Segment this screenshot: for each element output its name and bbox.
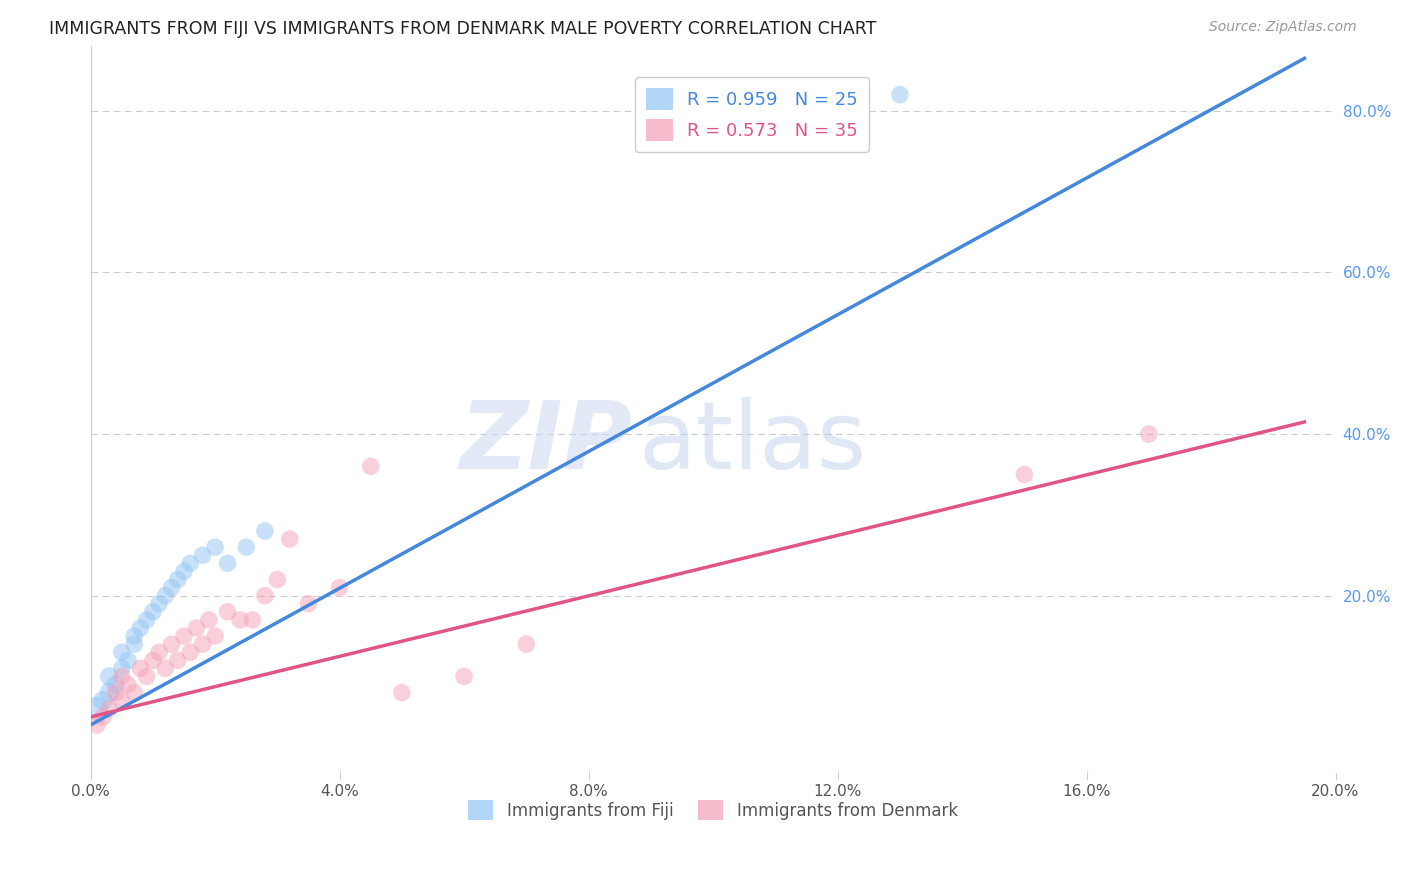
Point bbox=[204, 629, 226, 643]
Point bbox=[889, 87, 911, 102]
Point bbox=[253, 524, 276, 538]
Text: ZIP: ZIP bbox=[460, 397, 633, 489]
Point bbox=[217, 557, 239, 571]
Point bbox=[160, 637, 183, 651]
Point bbox=[148, 645, 170, 659]
Point bbox=[253, 589, 276, 603]
Point bbox=[117, 677, 139, 691]
Point bbox=[242, 613, 264, 627]
Point bbox=[166, 653, 188, 667]
Point bbox=[391, 685, 413, 699]
Point bbox=[453, 669, 475, 683]
Point bbox=[122, 637, 145, 651]
Point bbox=[198, 613, 221, 627]
Point bbox=[166, 573, 188, 587]
Point bbox=[217, 605, 239, 619]
Point bbox=[329, 581, 352, 595]
Point bbox=[297, 597, 319, 611]
Point bbox=[91, 694, 114, 708]
Text: atlas: atlas bbox=[638, 397, 866, 489]
Point bbox=[204, 540, 226, 554]
Point bbox=[179, 645, 201, 659]
Point bbox=[278, 532, 301, 546]
Point bbox=[155, 589, 177, 603]
Point bbox=[129, 621, 152, 635]
Point bbox=[122, 629, 145, 643]
Point bbox=[98, 669, 121, 683]
Point bbox=[186, 621, 208, 635]
Point bbox=[111, 645, 134, 659]
Point bbox=[104, 677, 127, 691]
Point bbox=[122, 685, 145, 699]
Point bbox=[173, 565, 195, 579]
Point bbox=[142, 653, 165, 667]
Point bbox=[111, 694, 134, 708]
Point bbox=[515, 637, 537, 651]
Point bbox=[135, 669, 157, 683]
Point bbox=[179, 557, 201, 571]
Point bbox=[191, 637, 214, 651]
Point bbox=[104, 685, 127, 699]
Legend: Immigrants from Fiji, Immigrants from Denmark: Immigrants from Fiji, Immigrants from De… bbox=[461, 793, 965, 827]
Point bbox=[86, 702, 108, 716]
Point bbox=[91, 710, 114, 724]
Point bbox=[266, 573, 288, 587]
Point bbox=[129, 661, 152, 675]
Point bbox=[155, 661, 177, 675]
Point bbox=[1014, 467, 1036, 482]
Point bbox=[1137, 427, 1160, 442]
Point bbox=[235, 540, 257, 554]
Point bbox=[135, 613, 157, 627]
Point bbox=[191, 548, 214, 562]
Point bbox=[98, 702, 121, 716]
Text: IMMIGRANTS FROM FIJI VS IMMIGRANTS FROM DENMARK MALE POVERTY CORRELATION CHART: IMMIGRANTS FROM FIJI VS IMMIGRANTS FROM … bbox=[49, 20, 876, 37]
Point bbox=[360, 459, 382, 474]
Point bbox=[98, 685, 121, 699]
Point bbox=[142, 605, 165, 619]
Point bbox=[111, 661, 134, 675]
Text: Source: ZipAtlas.com: Source: ZipAtlas.com bbox=[1209, 20, 1357, 34]
Point bbox=[229, 613, 252, 627]
Point bbox=[117, 653, 139, 667]
Point bbox=[86, 718, 108, 732]
Point bbox=[148, 597, 170, 611]
Point bbox=[160, 581, 183, 595]
Point bbox=[173, 629, 195, 643]
Point bbox=[111, 669, 134, 683]
